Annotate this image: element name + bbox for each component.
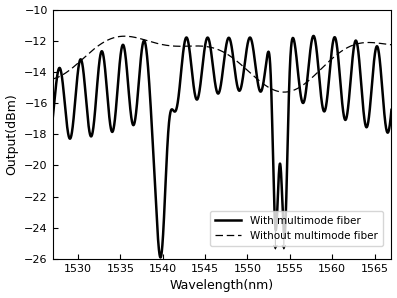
Without multimode fiber: [173, 44, 178, 48]
Without multimode fiber: [67, 68, 72, 72]
With multimode fiber: [67, 137, 72, 140]
Without multimode fiber: [301, 83, 306, 86]
Line: With multimode fiber: With multimode fiber: [52, 36, 391, 257]
With multimode fiber: [266, 51, 270, 54]
X-axis label: Wavelength(nm): Wavelength(nm): [170, 280, 274, 292]
Without multimode fiber: [251, 74, 256, 77]
With multimode fiber: [158, 256, 163, 259]
With multimode fiber: [389, 108, 394, 112]
Without multimode fiber: [389, 43, 394, 46]
Y-axis label: Output(dBm): Output(dBm): [6, 93, 19, 175]
Without multimode fiber: [122, 34, 127, 38]
Without multimode fiber: [266, 85, 270, 89]
Line: Without multimode fiber: Without multimode fiber: [52, 36, 391, 92]
With multimode fiber: [50, 118, 55, 121]
With multimode fiber: [251, 46, 256, 50]
Without multimode fiber: [50, 77, 55, 81]
With multimode fiber: [173, 110, 178, 113]
With multimode fiber: [311, 34, 316, 38]
With multimode fiber: [320, 102, 324, 105]
With multimode fiber: [301, 100, 306, 104]
Without multimode fiber: [320, 66, 324, 70]
Legend: With multimode fiber, Without multimode fiber: With multimode fiber, Without multimode …: [210, 211, 383, 246]
Without multimode fiber: [282, 90, 287, 94]
